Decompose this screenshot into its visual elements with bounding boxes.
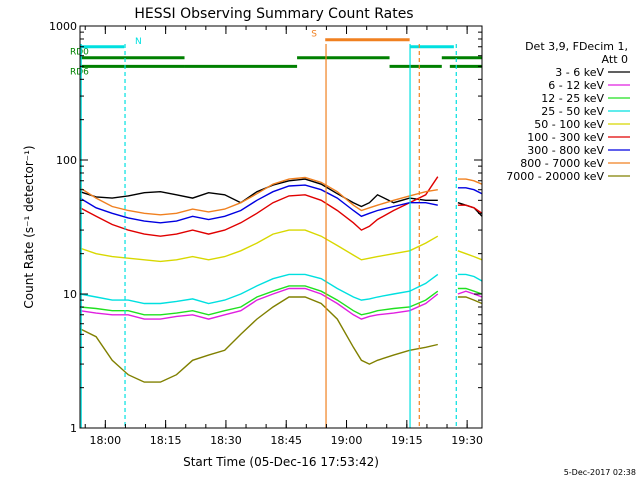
legend-header-2: Att 0 [602,53,628,66]
x-tick-label-19-30: 19:30 [451,434,483,447]
series-line-100-300-kev-2 [457,204,483,214]
x-tick-label-18-15: 18:15 [150,434,182,447]
y-tick-label-10: 10 [63,288,77,301]
chart-title: HESSI Observing Summary Count Rates [134,6,413,22]
series-lines [79,176,483,383]
series-line-12-25-kev-1 [79,285,439,316]
y-tick-label-1: 1 [70,422,77,435]
x-tick-label-19-15: 19:15 [391,434,423,447]
legend-label-6-12-kev: 6 - 12 keV [548,79,604,92]
legend-header-1: Det 3,9, FDecim 1, [525,40,628,53]
series-line-7000-20000-kev-2 [457,296,483,305]
series-line-800-7000-kev-2 [457,178,483,185]
legend-label-3-6-kev: 3 - 6 keV [555,66,604,79]
x-tick-label-18-30: 18:30 [210,434,242,447]
series-line-6-12-kev-1 [79,287,439,320]
bar-label-s: S [311,30,317,40]
legend-label-12-25-kev: 12 - 25 keV [541,92,604,105]
y-axis-label: Count Rate (s⁻¹ detector⁻¹) [22,145,36,308]
series-line-800-7000-kev-1 [79,176,438,216]
x-axis-label: Start Time (05-Dec-16 17:53:42) [183,455,379,469]
series-line-12-25-kev-2 [457,287,483,295]
legend-label-7000-20000-kev: 7000 - 20000 keV [506,170,604,183]
series-line-7000-20000-kev-1 [79,296,438,383]
legend-label-50-100-kev: 50 - 100 keV [534,118,604,131]
footer-timestamp: 5-Dec-2017 02:38 [564,468,636,477]
x-tick-label-18-45: 18:45 [270,434,302,447]
series-line-50-100-kev-1 [79,229,439,263]
series-line-25-50-kev-1 [79,273,439,305]
axes: 1 10 100 1000 18:00 18:15 18:30 18:45 19:00 19:15… [49,20,483,447]
x-tick-label-19-00: 19:00 [331,434,363,447]
plot-frame [79,25,483,429]
legend-label-300-800-kev: 300 - 800 keV [527,144,604,157]
x-tick-label-18-00: 18:00 [89,434,121,447]
legend-label-800-7000-kev: 800 - 7000 keV [520,157,604,170]
series-line-6-12-kev-2 [457,290,483,298]
series-line-300-800-kev-2 [457,187,483,195]
y-tick-label-1000: 1000 [49,20,77,33]
series-line-100-300-kev-1 [79,176,439,237]
legend-label-25-50-kev: 25 - 50 keV [541,105,604,118]
series-line-3-6-kev-1 [79,178,438,208]
series-line-50-100-kev-2 [457,250,483,261]
series-line-300-800-kev-1 [79,184,438,224]
series-line-25-50-kev-2 [457,273,483,282]
legend-label-100-300-kev: 100 - 300 keV [527,131,604,144]
y-tick-label-100: 100 [56,154,77,167]
bar-label-n: N [135,37,142,47]
